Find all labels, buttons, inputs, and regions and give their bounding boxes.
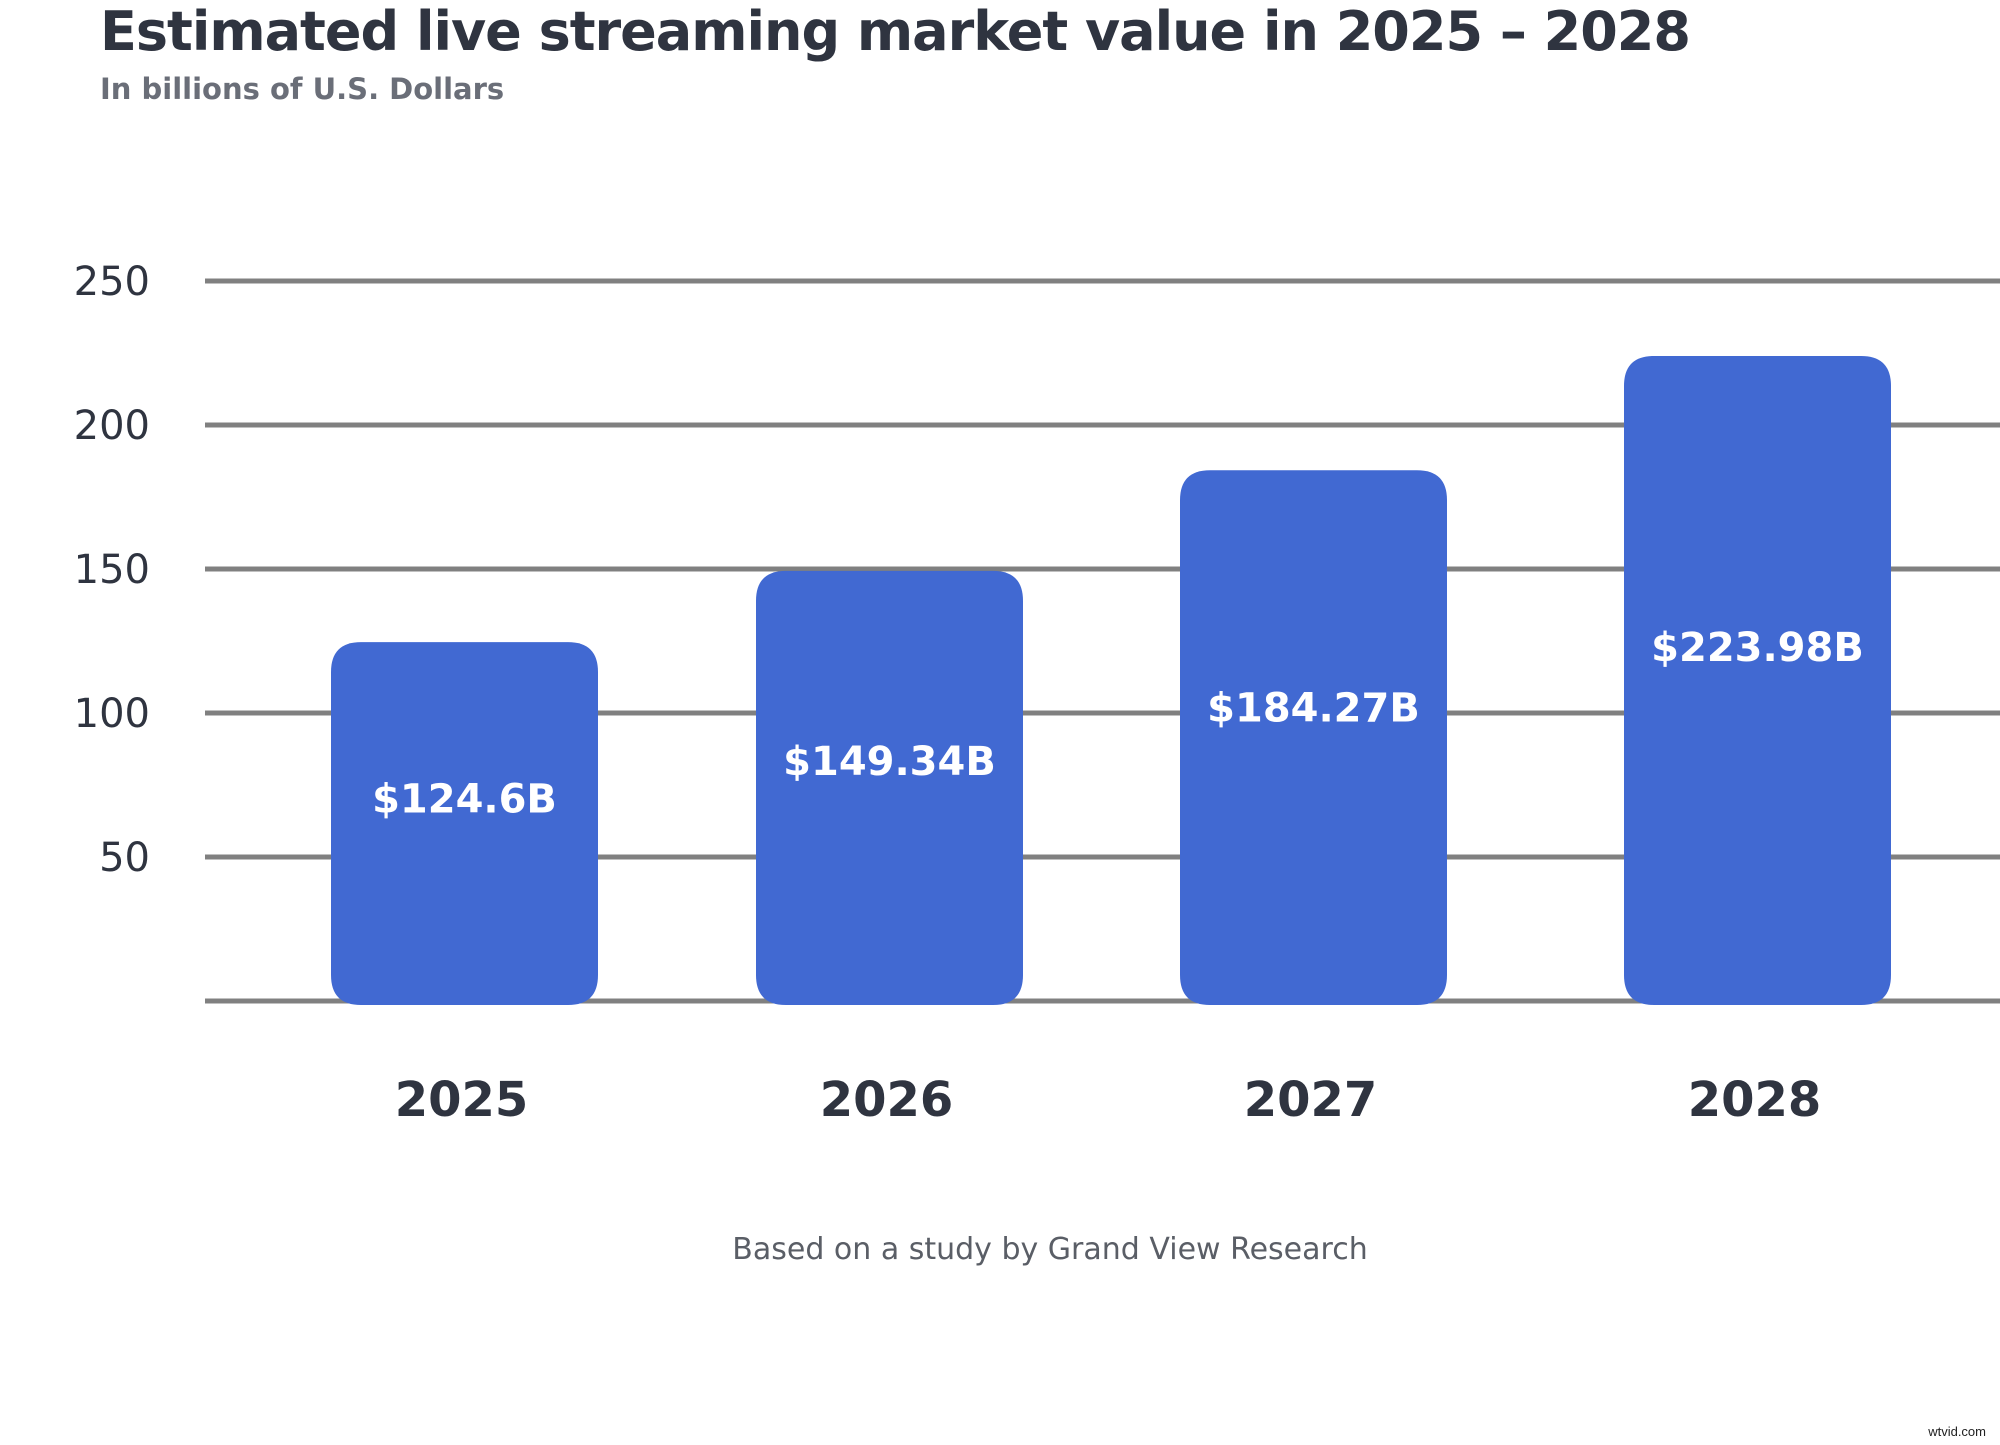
y-tick-label: 250 — [74, 259, 150, 305]
data-label: $223.98B — [1651, 625, 1864, 671]
x-tick-label: 2026 — [820, 1072, 954, 1128]
y-tick-label: 100 — [74, 691, 150, 737]
bar — [1180, 470, 1447, 1006]
bar — [331, 642, 598, 1005]
source-note: Based on a study by Grand View Research — [732, 1232, 1368, 1267]
x-tick-label: 2025 — [395, 1072, 529, 1128]
y-tick-label: 150 — [74, 547, 150, 593]
chart-subtitle: In billions of U.S. Dollars — [100, 72, 505, 106]
bar — [1624, 355, 1891, 1005]
watermark: wtvid.com — [1928, 1424, 1986, 1439]
bar — [756, 570, 1023, 1005]
data-label: $149.34B — [783, 739, 996, 785]
y-tick-label: 50 — [99, 835, 150, 881]
data-label: $124.6B — [372, 777, 557, 823]
x-tick-label: 2028 — [1688, 1072, 1822, 1128]
x-tick-label: 2027 — [1244, 1072, 1378, 1128]
data-label: $184.27B — [1207, 686, 1420, 732]
chart-title: Estimated live streaming market value in… — [100, 0, 1691, 63]
y-tick-label: 200 — [74, 403, 150, 449]
